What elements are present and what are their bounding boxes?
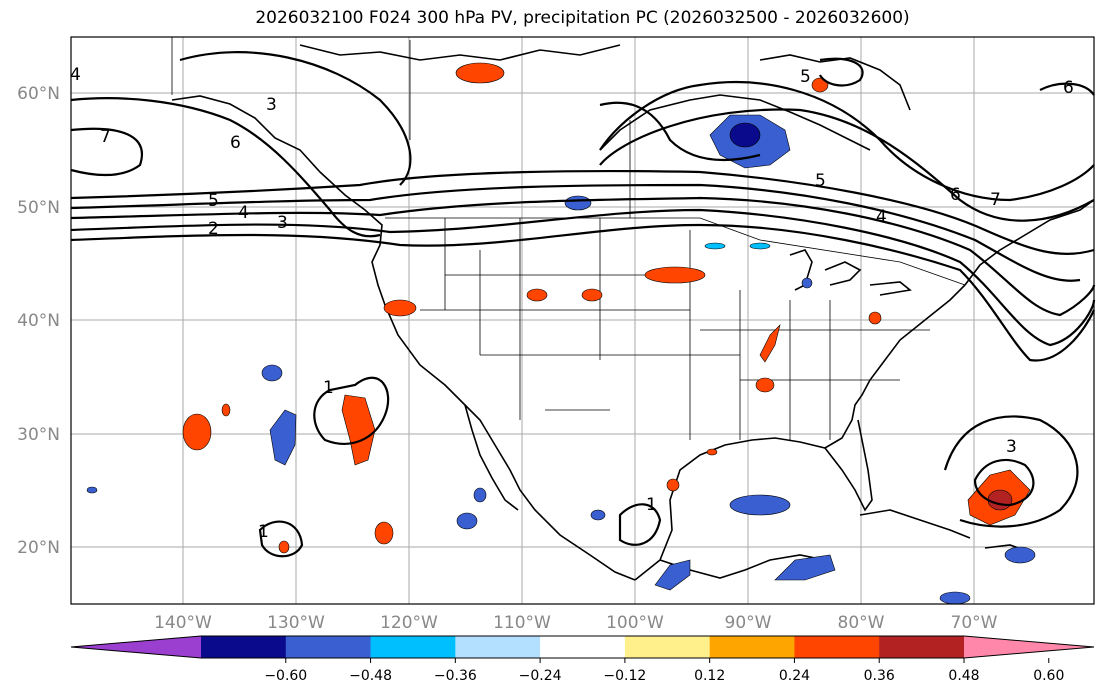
- precip-negative-region: [86, 486, 98, 494]
- lon-label: 80°W: [838, 613, 885, 633]
- precip-negative-region: [564, 195, 592, 211]
- lat-label: 60°N: [17, 84, 60, 104]
- colorbar-tick-label: −0.48: [349, 668, 392, 684]
- lon-label: 140°W: [154, 613, 212, 633]
- contour-label: 1: [646, 495, 657, 515]
- contour-label: 7: [990, 190, 1001, 210]
- precip-positive-region: [221, 403, 231, 417]
- lat-label: 30°N: [17, 425, 60, 445]
- precip-strong-positive-region: [987, 489, 1013, 511]
- precip-positive-region: [526, 288, 548, 302]
- longitude-labels: 140°W 130°W 120°W 110°W 100°W 90°W 80°W …: [154, 613, 998, 633]
- map-frame: [70, 36, 1095, 605]
- precip-positive-region: [755, 377, 775, 393]
- colorbar: −0.60 −0.48 −0.36 −0.24 −0.12 0.12 0.24 0.36 0.4…: [70, 635, 1095, 684]
- lat-label: 40°N: [17, 311, 60, 331]
- colorbar-extend-low: [71, 636, 201, 658]
- precip-negative-region: [774, 554, 836, 581]
- precip-positive-region: [383, 299, 417, 317]
- colorbar-segment: [370, 636, 456, 658]
- precip-positive-region: [455, 62, 505, 84]
- precip-positive-region: [706, 448, 718, 456]
- precip-positive-region: [182, 413, 212, 451]
- precip-negative-region: [1004, 546, 1036, 564]
- contour-label: 7: [100, 127, 111, 147]
- precip-negative-region: [456, 512, 478, 530]
- precip-negative-region: [654, 559, 691, 591]
- precip-positive-region: [374, 521, 394, 545]
- lon-label: 120°W: [380, 613, 438, 633]
- precip-negative-region: [261, 364, 283, 382]
- precip-positive-region: [868, 311, 882, 325]
- colorbar-segment: [455, 636, 541, 658]
- precip-negative-region: [729, 494, 791, 516]
- colorbar-segment: [201, 636, 287, 658]
- precip-negative-region: [590, 509, 606, 521]
- precip-positive-region: [278, 540, 290, 554]
- colorbar-tick-label: −0.24: [519, 668, 562, 684]
- colorbar-tick-label: −0.60: [264, 668, 307, 684]
- precip-negative-region: [473, 487, 487, 503]
- colorbar-tick-label: 0.24: [779, 668, 810, 684]
- contour-label: 1: [323, 378, 334, 398]
- contour-label: 5: [815, 171, 826, 191]
- precip-negative-region: [801, 277, 813, 289]
- colorbar-segment: [624, 636, 711, 658]
- precip-positive-region: [666, 478, 680, 492]
- contour-label: 5: [800, 67, 811, 87]
- contour-label: 1: [258, 522, 269, 542]
- colorbar-tick-label: −0.36: [434, 668, 477, 684]
- colorbar-tick-label: 0.12: [694, 668, 725, 684]
- colorbar-extend-high: [964, 636, 1094, 658]
- precip-negative-region: [939, 591, 971, 605]
- contour-label: 6: [950, 185, 961, 205]
- colorbar-segment: [285, 636, 372, 658]
- colorbar-tick-label: 0.60: [1033, 668, 1064, 684]
- colorbar-segment: [540, 636, 626, 658]
- colorbar-tick-label: −0.12: [603, 668, 646, 684]
- precip-positive-region: [581, 288, 603, 302]
- precip-positive-region: [644, 266, 706, 284]
- contour-label: 6: [230, 133, 241, 153]
- colorbar-tick-label: 0.36: [864, 668, 895, 684]
- lon-label: 110°W: [493, 613, 551, 633]
- precip-negative-region: [749, 242, 771, 250]
- lat-label: 50°N: [17, 198, 60, 218]
- political-borders: [171, 37, 966, 440]
- contour-label: 3: [277, 213, 288, 233]
- colorbar-tick-label: 0.48: [948, 668, 979, 684]
- precip-positive-region: [811, 77, 829, 93]
- contour-label: 6: [1063, 78, 1074, 98]
- precip-strong-negative-region: [729, 122, 761, 148]
- latitude-labels: 60°N 50°N 40°N 30°N 20°N: [17, 84, 60, 558]
- map-title: 2026032100 F024 300 hPa PV, precipitatio…: [255, 8, 910, 28]
- precip-negative-region: [704, 242, 726, 250]
- precip-negative-region: [269, 409, 297, 466]
- lat-label: 20°N: [17, 538, 60, 558]
- contour-label: 4: [70, 65, 81, 85]
- contour-label: 3: [1006, 437, 1017, 457]
- precip-positive-region: [341, 394, 376, 466]
- colorbar-segment: [879, 636, 965, 658]
- precip-positive-region: [759, 324, 781, 363]
- contour-label: 4: [876, 207, 887, 227]
- lon-label: 70°W: [951, 613, 998, 633]
- pv-contour-labels: 7 6 5 4 3 2 3 5 6 7 4 5 6 1 1 1 3 4: [70, 65, 1074, 542]
- colorbar-segment: [794, 636, 880, 658]
- colorbar-segment: [709, 636, 795, 658]
- lon-label: 90°W: [725, 613, 772, 633]
- contour-label: 4: [238, 203, 249, 223]
- pv-contours: [70, 51, 1096, 558]
- lon-label: 100°W: [606, 613, 664, 633]
- contour-label: 5: [208, 191, 219, 211]
- colorbar-outline: [70, 635, 1095, 659]
- lon-label: 130°W: [267, 613, 325, 633]
- contour-label: 3: [266, 95, 277, 115]
- contour-label: 2: [208, 219, 219, 239]
